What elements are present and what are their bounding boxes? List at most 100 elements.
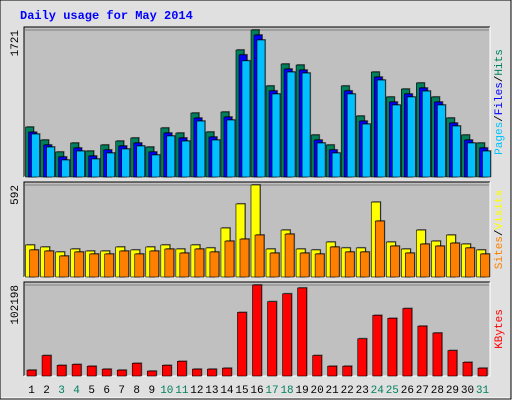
bar	[131, 362, 142, 377]
x-tick-label: 30	[461, 385, 474, 397]
bar	[467, 142, 476, 178]
bar	[391, 104, 401, 178]
bar	[462, 361, 473, 377]
bar	[342, 365, 352, 377]
legend-separator: /	[494, 229, 506, 236]
bar	[271, 93, 281, 178]
bar	[269, 252, 280, 278]
bar	[407, 96, 416, 178]
bar	[435, 245, 445, 278]
legend-entry: KBytes	[494, 309, 506, 349]
y-tick-label: 102198	[10, 285, 22, 325]
bar	[166, 135, 176, 178]
bar	[41, 355, 52, 377]
legend-entry: Visits	[494, 190, 506, 230]
x-tick-label: 23	[356, 385, 369, 397]
x-tick-label: 14	[220, 385, 234, 397]
legend: Sites/Visits	[494, 190, 506, 269]
bar	[359, 251, 370, 278]
x-tick-label: 6	[103, 385, 110, 397]
bar	[177, 361, 187, 377]
panel-edge	[23, 181, 490, 277]
bar	[241, 60, 251, 178]
bar	[286, 71, 296, 178]
bar	[405, 252, 415, 278]
bar	[327, 365, 337, 377]
x-tick-label: 31	[476, 385, 490, 397]
x-tick-label: 29	[446, 385, 459, 397]
x-tick-label: 24	[371, 385, 385, 397]
bar	[211, 139, 221, 178]
bar	[196, 120, 206, 178]
bar	[282, 293, 292, 377]
bar	[417, 325, 428, 377]
bar	[252, 284, 262, 377]
bar	[314, 253, 325, 278]
bar	[56, 365, 67, 377]
bar	[164, 248, 175, 278]
bar	[222, 367, 232, 377]
bar	[31, 133, 40, 178]
bar	[74, 251, 84, 278]
bar	[146, 370, 157, 377]
bar	[149, 250, 160, 278]
bar	[181, 140, 191, 178]
bar	[477, 367, 488, 377]
bar	[237, 312, 247, 377]
x-tick-label: 2	[43, 385, 50, 397]
bar	[179, 252, 190, 278]
bar	[312, 355, 322, 377]
panel-edge	[23, 281, 490, 376]
legend-entry: Hits	[494, 49, 506, 75]
bar	[192, 368, 202, 377]
y-tick-label: 1721	[10, 30, 22, 57]
x-tick-label: 28	[431, 385, 444, 397]
bar	[297, 287, 307, 377]
bar	[331, 152, 341, 178]
bar	[387, 318, 398, 377]
bar	[86, 365, 97, 377]
x-tick-label: 19	[295, 385, 308, 397]
bar	[46, 146, 55, 178]
x-tick-label: 4	[73, 385, 80, 397]
bar	[26, 369, 37, 377]
bar	[420, 243, 430, 278]
bar	[119, 250, 130, 278]
bar	[59, 255, 69, 278]
x-tick-label: 20	[311, 385, 324, 397]
bar	[194, 248, 205, 278]
legend: KBytes	[494, 309, 506, 349]
bar	[482, 150, 491, 178]
x-tick-label: 21	[326, 385, 340, 397]
bar	[361, 123, 371, 178]
bar	[432, 332, 443, 377]
chart-title: Daily usage for May 2014	[20, 9, 193, 23]
x-tick-label: 16	[250, 385, 263, 397]
x-tick-label: 3	[58, 385, 65, 397]
x-tick-label: 11	[175, 385, 189, 397]
bar	[121, 148, 131, 178]
panel-edge	[23, 26, 490, 177]
bar	[134, 253, 145, 278]
bar	[452, 125, 461, 178]
bar	[224, 240, 235, 278]
bar	[71, 364, 82, 377]
x-tick-label: 10	[160, 385, 173, 397]
bar	[151, 154, 161, 178]
bar	[437, 104, 446, 178]
x-tick-label: 27	[416, 385, 429, 397]
legend-separator: /	[494, 115, 506, 122]
x-tick-label: 9	[148, 385, 155, 397]
bar	[89, 253, 99, 278]
bar	[104, 253, 114, 278]
bar	[207, 368, 217, 377]
x-tick-label: 7	[118, 385, 125, 397]
bar	[101, 368, 112, 377]
bar	[450, 242, 460, 278]
y-tick-label: 592	[10, 185, 22, 205]
bar	[389, 245, 400, 278]
bar	[301, 72, 311, 178]
bar	[316, 142, 326, 178]
bar	[91, 158, 100, 178]
